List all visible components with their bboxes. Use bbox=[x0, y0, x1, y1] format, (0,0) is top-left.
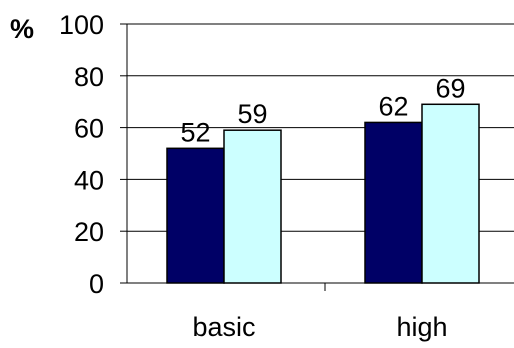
data-label: 62 bbox=[378, 91, 408, 121]
y-tick-label: 80 bbox=[74, 62, 104, 92]
y-tick-label: 20 bbox=[74, 217, 104, 247]
data-label: 69 bbox=[435, 73, 465, 103]
data-label: 52 bbox=[180, 117, 210, 147]
y-tick-label: 60 bbox=[74, 114, 104, 144]
bars bbox=[166, 103, 480, 284]
axes bbox=[120, 23, 514, 291]
category-label: high bbox=[396, 312, 447, 342]
category-label: basic bbox=[192, 312, 255, 342]
y-tick-label: 0 bbox=[89, 269, 104, 299]
y-tick-label: 40 bbox=[74, 165, 104, 195]
y-tick-label: 100 bbox=[59, 10, 104, 40]
bar bbox=[421, 103, 480, 284]
category-labels: basic high bbox=[192, 312, 447, 342]
bar bbox=[166, 147, 225, 284]
bar bbox=[223, 129, 282, 284]
bar bbox=[364, 121, 423, 284]
data-labels: 52 59 62 69 bbox=[180, 73, 465, 147]
y-axis-unit-label: % bbox=[10, 14, 34, 44]
data-label: 59 bbox=[237, 99, 267, 129]
y-tick-labels: 0 20 40 60 80 100 bbox=[59, 10, 104, 299]
